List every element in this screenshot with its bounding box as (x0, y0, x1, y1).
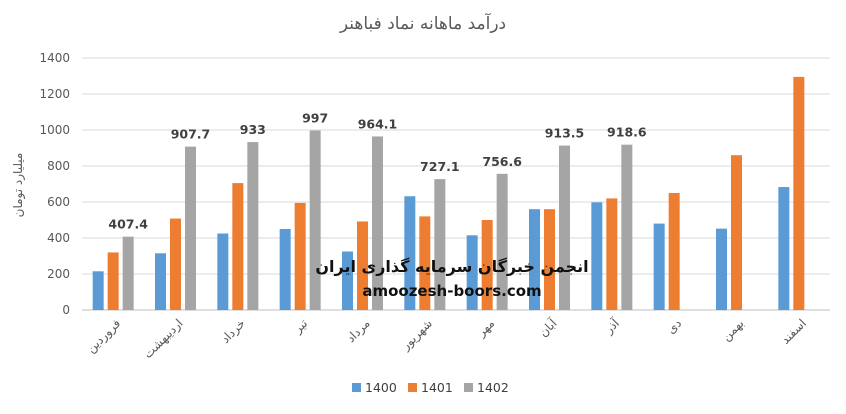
legend-swatch (408, 383, 417, 392)
bar-1401-1 (107, 252, 119, 310)
bar-1400-9 (591, 202, 603, 310)
legend: 1400 1401 1402 (352, 380, 509, 395)
bar-1400-12 (778, 187, 790, 310)
bar-1400-11 (716, 228, 727, 310)
bar-1402-8 (559, 145, 570, 310)
bar-1400-4 (279, 229, 291, 310)
data-label: 913.5 (545, 126, 585, 141)
bar-1401-6 (419, 216, 431, 310)
x-tick-label: فروردین (84, 316, 124, 356)
bar-1401-10 (668, 193, 680, 310)
bar-1401-5 (357, 221, 368, 310)
x-tick-label: تیر (290, 316, 311, 337)
watermark: انجمن خبرگان سرمایه گذاری ایران amoozesh… (315, 257, 588, 300)
x-tick-label: مرداد (344, 316, 374, 346)
chart-title: درآمد ماهانه نماد فباهنر (339, 12, 506, 34)
legend-entry: 1402 (477, 380, 509, 395)
bar-1401-12 (793, 76, 805, 311)
data-label: 964.1 (358, 116, 398, 131)
bar-1402-1 (122, 236, 134, 310)
bar-1400-5 (342, 251, 353, 310)
x-tick-label: خرداد (218, 316, 248, 346)
data-label: 907.7 (171, 127, 211, 142)
bar-1401-4 (294, 202, 306, 310)
bar-1402-6 (434, 179, 446, 310)
bar-1400-10 (653, 223, 665, 310)
x-tick-label: مهر (474, 316, 498, 340)
legend-entry: 1400 (365, 380, 397, 395)
bars (92, 76, 805, 311)
y-tick-label: 600 (47, 195, 70, 209)
x-tick-labels: فروردین اردیبهشت خرداد تیر مرداد شهریور مهر آبا… (84, 315, 809, 362)
data-label: 997 (302, 111, 328, 126)
x-tick-label: آذر (600, 315, 623, 338)
y-tick-label: 1200 (39, 87, 70, 101)
bar-1400-3 (217, 233, 229, 310)
legend-swatch (464, 383, 473, 392)
bar-1401-9 (606, 198, 618, 310)
bar-1402-7 (496, 173, 508, 310)
x-tick-label: اسفند (778, 316, 809, 347)
legend-swatch (352, 383, 361, 392)
data-label: 407.4 (108, 217, 148, 232)
data-label: 727.1 (420, 159, 460, 174)
bar-1402-2 (185, 146, 196, 310)
y-tick-label: 1400 (39, 51, 70, 65)
gridlines (82, 57, 830, 311)
y-tick-label: 1000 (39, 123, 70, 137)
data-label: 933 (240, 122, 266, 137)
y-tick-label: 400 (47, 231, 70, 245)
bar-1400-6 (404, 196, 416, 310)
bar-1400-2 (155, 253, 166, 310)
x-tick-label: دی (664, 316, 684, 336)
bar-1402-3 (247, 142, 259, 310)
watermark-line-1: انجمن خبرگان سرمایه گذاری ایران (315, 257, 588, 276)
data-label: 918.6 (607, 125, 647, 140)
x-tick-label: شهریور (398, 316, 436, 354)
x-tick-label: اردیبهشت (141, 316, 187, 362)
bar-1402-4 (309, 130, 321, 310)
bar-1401-2 (170, 218, 181, 310)
legend-entry: 1401 (421, 380, 453, 395)
x-tick-label: بهمن (719, 316, 747, 344)
data-label: 756.6 (482, 154, 522, 169)
data-labels: 407.4 907.7 933 997 964.1 727.1 756.6 913.5 918.… (108, 111, 647, 232)
bar-1400-8 (529, 209, 540, 310)
bar-1400-7 (466, 235, 478, 310)
y-tick-labels: 0 200 400 600 800 1000 1200 1400 (39, 51, 70, 317)
y-tick-label: 0 (62, 303, 70, 317)
bar-1401-11 (731, 155, 742, 310)
watermark-line-2: amoozesh-boors.com (362, 282, 541, 300)
y-tick-label: 200 (47, 267, 70, 281)
bar-1401-3 (232, 183, 244, 310)
y-axis-label: میلیارد تومان (11, 153, 26, 218)
bar-1402-5 (372, 136, 383, 310)
bar-1402-9 (621, 144, 633, 310)
bar-1401-7 (481, 220, 493, 310)
y-tick-label: 800 (47, 159, 70, 173)
x-tick-label: آبان (535, 315, 560, 340)
bar-1401-8 (544, 209, 555, 310)
bar-1400-1 (92, 271, 104, 310)
